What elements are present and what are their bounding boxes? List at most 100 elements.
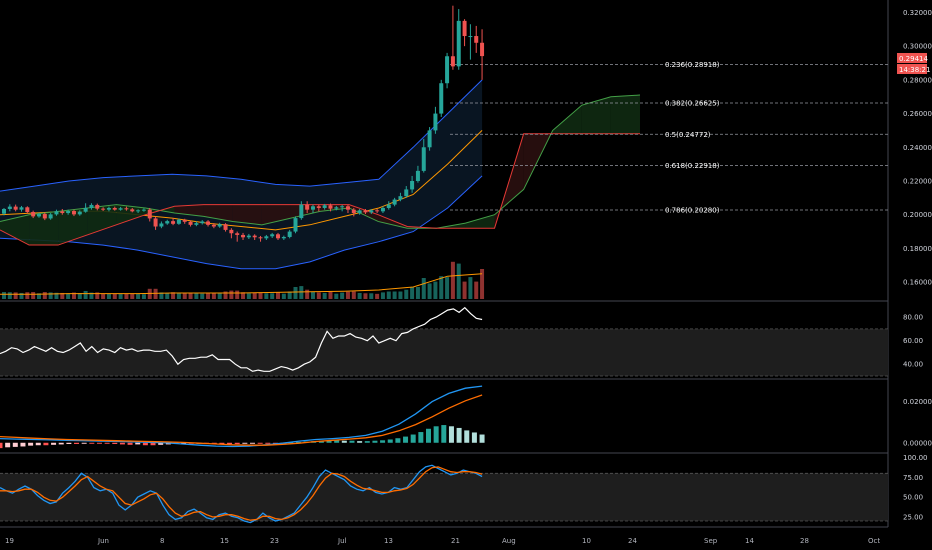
candle-body [375,210,380,212]
candle-body [328,205,333,209]
volume-bar [235,290,240,299]
candle-body [235,233,240,235]
time-tick-label: Jun [97,537,109,545]
candle [36,212,41,218]
candle [340,204,345,212]
macd-histogram-bar [81,442,87,444]
candle-body [345,206,350,210]
candle-body [322,205,327,208]
signal-line [0,394,483,446]
candle-body [71,211,76,215]
volume-bar [206,292,211,299]
candle-body [433,113,438,131]
candle-body [42,214,47,219]
stochastic-band [0,473,888,522]
macd-tick-label: 0.00000 [903,439,932,447]
candle [2,207,6,216]
candle-body [19,207,24,210]
candle [270,232,275,238]
candle-body [392,199,397,205]
time-tick-label: 24 [628,537,637,545]
candle [95,203,100,211]
volume-bar [159,292,164,299]
volume-bar [136,294,141,299]
price-tag-bg [897,53,927,63]
candle [118,206,123,211]
candle-body [124,208,129,210]
cloud-segment [581,96,611,134]
volume-bar [2,292,6,299]
volume-bar [66,293,71,299]
macd-histogram-bar [0,442,3,449]
volume-bar [153,288,158,299]
countdown-bg [897,64,927,74]
candle [246,233,251,239]
volume-bar [112,293,117,299]
volume-bar [258,292,263,299]
stochastic-panel [0,464,888,524]
macd-histogram-bar [58,442,64,445]
candle [31,210,36,219]
macd-histogram-bar [471,432,477,443]
candle-body [106,207,111,210]
price-axis[interactable]: 0.32000 0.30000 0.28000 0.26000 0.24000 0.220… [903,9,932,522]
candle [276,232,281,240]
candle-body [276,234,281,239]
volume-bar [310,291,315,299]
candle [130,207,135,213]
candle [369,208,374,215]
volume-bar [328,291,333,299]
candle [450,5,455,70]
candle [345,204,350,214]
candle [194,221,199,227]
time-axis[interactable]: 19 Jun 8 15 23 Jul 13 21 Aug 10 24 Sep 14 28 Oct [5,537,880,545]
time-tick-label: 14 [745,537,754,545]
volume-bar [421,278,426,299]
volume-bar [398,291,403,299]
volume-bar [188,292,193,299]
candle [456,9,461,70]
candle-body [421,147,426,171]
volume-bar [217,293,222,299]
candle [299,201,304,220]
stochastic-tick-label: 100.00 [903,454,928,462]
candle-body [410,181,415,190]
volume-bar [281,293,286,299]
macd-histogram-bar [127,442,133,445]
candle-body [287,231,292,237]
candle-body [2,208,6,214]
volume-bar [316,292,321,299]
bollinger-lower [0,175,483,270]
macd-histogram-bar [66,442,72,444]
candle-body [456,20,461,67]
candle [264,234,269,240]
volume-bar [194,293,199,299]
macd-histogram-bar [135,442,141,445]
price-tick-label: 0.24000 [903,144,932,152]
candle [380,206,385,214]
candle [124,206,129,211]
volume-bar [141,294,146,299]
volume-bar [182,293,187,299]
volume-bar [54,292,59,299]
volume-bar [392,291,397,299]
candle-body [206,221,211,225]
candle-body [36,214,41,217]
volume-bar [351,291,356,299]
macd-panel [0,385,485,449]
candle-body [89,204,94,208]
macd-histogram-bar [150,442,156,446]
cloud-segment [58,207,88,246]
price-tick-label: 0.28000 [903,76,932,84]
volume-bar [101,294,106,299]
candle [241,232,246,240]
candle [182,218,187,224]
candle [468,24,473,60]
candle-body [398,196,403,200]
stochastic-tick-label: 50.00 [903,494,923,502]
volume-bar [433,281,438,299]
volume-bar [287,291,292,299]
candle-body [293,218,298,232]
candle-body [165,221,170,224]
